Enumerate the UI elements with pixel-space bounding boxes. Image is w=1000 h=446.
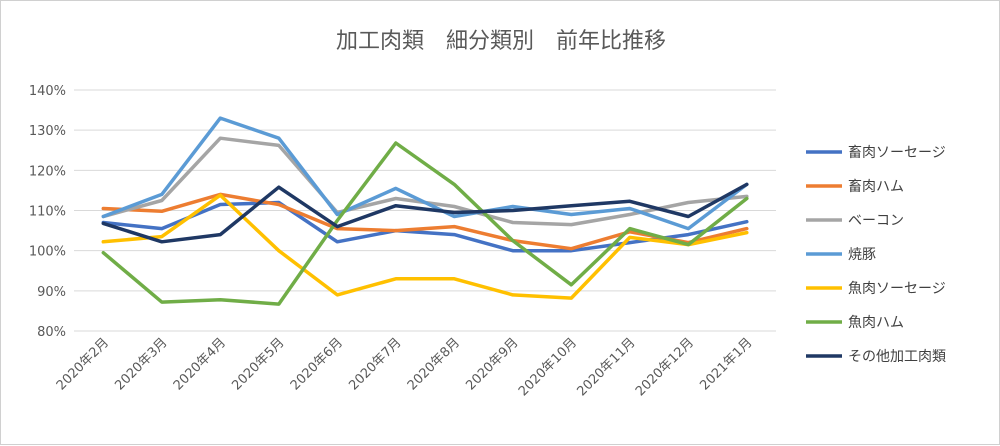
series-line: [101, 182, 749, 244]
x-tick-label: 2020年12月: [633, 335, 697, 399]
y-tick-label: 120%: [29, 164, 66, 179]
x-tick-label: 2020年6月: [288, 335, 346, 393]
y-tick-label: 130%: [29, 124, 66, 139]
series-line: [101, 192, 749, 251]
legend-label: 魚肉ソーセージ: [848, 281, 946, 297]
y-tick-label: 110%: [29, 205, 66, 220]
x-tick-label: 2020年8月: [405, 335, 463, 393]
legend-label: 魚肉ハム: [848, 315, 904, 331]
x-tick-label: 2020年10月: [516, 335, 580, 399]
x-tick-label: 2020年11月: [574, 335, 638, 399]
x-tick-label: 2020年3月: [112, 335, 170, 393]
x-tick-label: 2021年1月: [697, 335, 755, 393]
series-line: [101, 116, 749, 231]
y-tick-label: 80%: [37, 325, 66, 340]
y-tick-label: 140%: [29, 84, 66, 99]
series-line: [101, 141, 749, 306]
legend-label: ベーコン: [848, 213, 904, 229]
legend-label: 畜肉ハム: [848, 179, 904, 195]
y-tick-label: 90%: [37, 285, 66, 300]
x-tick-label: 2020年2月: [54, 335, 112, 393]
x-tick-label: 2020年7月: [346, 335, 404, 393]
legend-label: その他加工肉類: [848, 349, 946, 365]
y-tick-label: 100%: [29, 245, 66, 260]
series-line: [101, 193, 749, 300]
series-line: [101, 200, 749, 253]
x-tick-label: 2020年4月: [171, 335, 229, 393]
legend-label: 畜肉ソーセージ: [848, 145, 946, 161]
x-tick-label: 2020年9月: [463, 335, 521, 393]
x-tick-label: 2020年5月: [229, 335, 287, 393]
chart-title: 加工肉類 細分類別 前年比推移: [336, 29, 666, 54]
legend-label: 焼豚: [848, 247, 876, 263]
